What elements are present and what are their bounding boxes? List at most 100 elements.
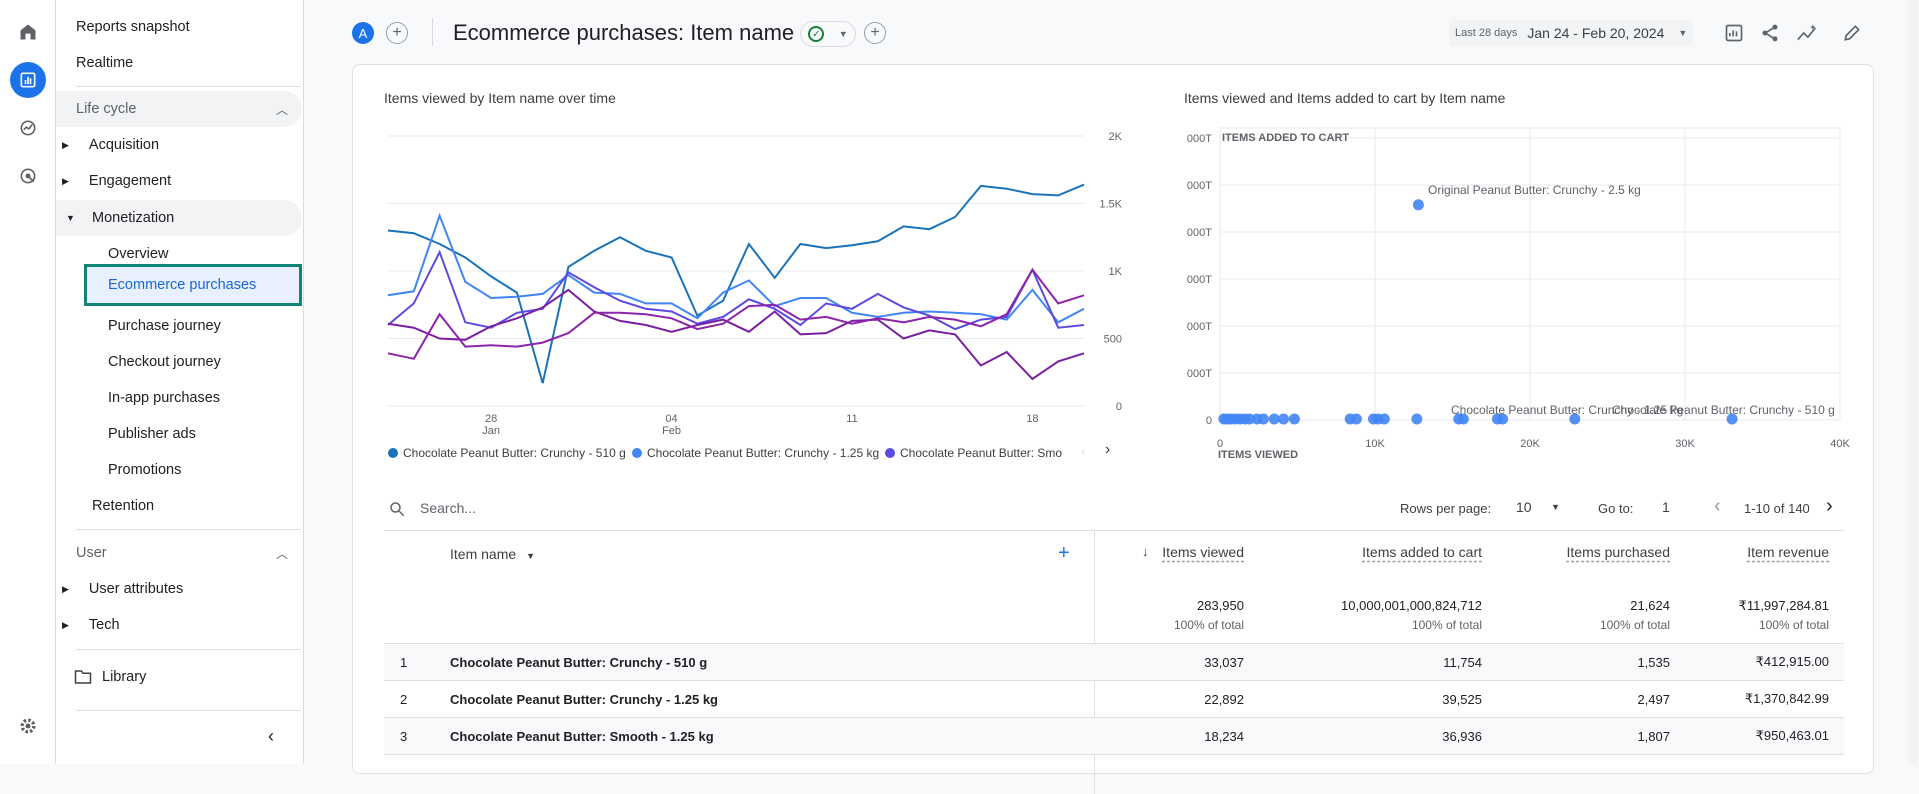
goto-input[interactable]: 1 [1662, 499, 1670, 515]
legend-prev-icon[interactable]: ‹ [1081, 443, 1086, 459]
col-item-revenue[interactable]: Item revenue [1747, 544, 1829, 560]
col-items-purchased[interactable]: Items purchased [1566, 544, 1671, 560]
point-annotation: Chocolate Peanut Butter: Crunchy - 1.25 … [1451, 403, 1683, 417]
add-comparison-icon[interactable]: + [386, 22, 408, 44]
y-tick-label: 1K [1109, 266, 1123, 278]
divider [432, 18, 433, 46]
page-scrollbar[interactable] [1908, 0, 1918, 764]
nav-section-lifecycle[interactable]: Life cycle ︿ [56, 91, 302, 127]
nav-monetization[interactable]: ▼ Monetization [56, 200, 302, 236]
row-item-name[interactable]: Chocolate Peanut Butter: Crunchy - 1.25 … [450, 691, 718, 707]
date-range-picker[interactable]: Last 28 days Jan 24 - Feb 20, 2024 ▼ [1449, 20, 1694, 46]
x-tick-sublabel: Jan [482, 425, 500, 437]
nav-library[interactable]: Library [74, 660, 146, 694]
explore-icon[interactable] [10, 110, 46, 146]
row-value: ₹1,370,842.99 [1744, 691, 1829, 706]
add-dimension-icon[interactable]: + [1058, 542, 1070, 564]
y-tick-label: 000T [1187, 180, 1212, 192]
row-value: 39,525 [1442, 691, 1482, 707]
scatter-point [1569, 413, 1581, 425]
page-title: Ecommerce purchases: Item name [453, 20, 795, 45]
next-page-icon[interactable]: › [1826, 495, 1833, 517]
legend-item-2[interactable]: Chocolate Peanut Butter: Crunchy - 1.25 … [632, 446, 879, 460]
search-icon [390, 502, 405, 517]
insights-icon[interactable] [1796, 23, 1818, 43]
rows-per-page-value: 10 [1516, 499, 1532, 515]
data-quality-button[interactable]: ✓ ▼ [800, 21, 856, 47]
line-chart-title: Items viewed by Item name over time [384, 90, 616, 106]
nav-checkout-journey[interactable]: Checkout journey [108, 354, 221, 370]
add-filter-icon[interactable]: + [864, 22, 886, 44]
row-item-name[interactable]: Chocolate Peanut Butter: Smooth - 1.25 k… [450, 728, 714, 744]
nav-in-app-purchases[interactable]: In-app purchases [108, 390, 221, 406]
point-annotation: Chocolate Peanut Butter: Crunchy - 510 g [1612, 403, 1835, 417]
table-row[interactable]: 3 Chocolate Peanut Butter: Smooth - 1.25… [384, 717, 1844, 754]
nav-section-user[interactable]: User ︿ [56, 535, 302, 571]
row-value: 2,497 [1637, 691, 1670, 707]
nav-promotions[interactable]: Promotions [108, 462, 182, 478]
gear-icon[interactable] [10, 708, 46, 744]
rows-per-page-select[interactable]: 10 ▼ [1516, 499, 1564, 515]
advertising-icon[interactable] [10, 158, 46, 194]
nav-reports-snapshot[interactable]: Reports snapshot [76, 19, 190, 35]
scatter-point [1453, 413, 1465, 425]
comparison-avatar[interactable]: A [352, 22, 374, 44]
reports-icon[interactable] [10, 62, 46, 98]
col-items-added-to-cart[interactable]: Items added to cart [1362, 544, 1482, 560]
collapse-nav-icon[interactable]: ‹ [268, 726, 274, 746]
nav-label: Tech [88, 617, 120, 633]
nav-realtime[interactable]: Realtime [76, 55, 134, 71]
legend-item-1[interactable]: Chocolate Peanut Butter: Crunchy - 510 g [388, 446, 626, 460]
nav-engagement[interactable]: ▶ Engagement [62, 164, 172, 198]
edit-icon[interactable] [1842, 23, 1862, 43]
x-tick-label: 28 [485, 413, 497, 425]
x-tick-label: 10K [1365, 438, 1385, 450]
home-icon[interactable] [10, 14, 46, 50]
total-subtext: 100% of total [1599, 618, 1670, 632]
series-line-4 [387, 288, 1085, 381]
table-row[interactable]: 2 Chocolate Peanut Butter: Crunchy - 1.2… [384, 680, 1844, 717]
nav-acquisition[interactable]: ▶ Acquisition [62, 128, 159, 162]
item-name-column-header[interactable]: Item name ▼ [450, 546, 535, 562]
nav-retention[interactable]: Retention [92, 498, 155, 514]
total-subtext: 100% of total [1758, 618, 1829, 632]
scatter-point [1412, 199, 1424, 211]
nav-publisher-ads[interactable]: Publisher ads [108, 426, 196, 442]
caret-right-icon: ▶ [62, 139, 69, 150]
scatter-point [1344, 413, 1356, 425]
nav-purchase-journey[interactable]: Purchase journey [108, 318, 221, 334]
nav-overview[interactable]: Overview [108, 246, 169, 262]
legend-next-icon[interactable]: › [1105, 441, 1111, 458]
table-toolbar: Search... Rows per page: 10 ▼ Go to: 1 ‹ … [384, 490, 1844, 528]
nav-tech[interactable]: ▶ Tech [62, 608, 120, 642]
column-label: Item name [450, 546, 517, 562]
nav-user-attributes[interactable]: ▶ User attributes [62, 572, 183, 606]
share-icon[interactable] [1760, 23, 1780, 43]
search-input[interactable]: Search... [420, 500, 477, 516]
point-annotation: Original Peanut Butter: Crunchy - 2.5 kg [1428, 183, 1641, 197]
row-index: 1 [400, 654, 408, 670]
section-label: Life cycle [76, 101, 137, 117]
divider [76, 86, 301, 87]
row-item-name[interactable]: Chocolate Peanut Butter: Crunchy - 510 g [450, 654, 708, 670]
table-row[interactable]: 1 Chocolate Peanut Butter: Crunchy - 510… [384, 643, 1844, 680]
x-tick-label: 04 [665, 413, 677, 425]
scatter-point [1411, 413, 1423, 425]
nav-ecommerce-purchases[interactable]: Ecommerce purchases [84, 264, 302, 306]
legend-dot [885, 448, 895, 458]
scatter-point [1218, 413, 1230, 425]
nav-label: Engagement [88, 173, 172, 189]
col-items-viewed[interactable]: Items viewed [1162, 544, 1244, 560]
divider [384, 530, 1844, 531]
caret-down-icon: ▼ [526, 551, 536, 561]
customize-report-icon[interactable] [1724, 23, 1744, 43]
total-value: 10,000,001,000,824,712 [1341, 598, 1482, 613]
nav-label: Library [102, 669, 147, 685]
prev-page-icon[interactable]: ‹ [1714, 495, 1721, 517]
total-value: 283,950 [1197, 598, 1244, 613]
legend-item-3[interactable]: Chocolate Peanut Butter: Smo [885, 446, 1065, 460]
caret-right-icon: ▶ [62, 619, 69, 630]
row-value: 36,936 [1442, 728, 1482, 744]
scatter-chart-title: Items viewed and Items added to cart by … [1184, 90, 1506, 106]
